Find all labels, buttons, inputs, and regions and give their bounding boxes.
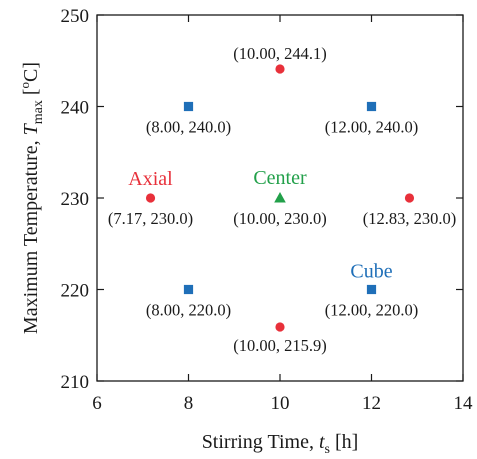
axis-tick-labels: 6 8 10 12 14 210 220 230 240 250	[61, 6, 474, 414]
axial-point-2	[404, 193, 415, 203]
series-label-center: Center	[253, 167, 307, 189]
axial-point-0	[275, 64, 285, 74]
y-axis-title: Maximum Temperature, Tmax [oC]	[17, 62, 46, 334]
series-labels: Axial Center Cube	[128, 167, 392, 283]
y-tick-label-0: 210	[61, 372, 90, 393]
cube-point-2	[183, 284, 194, 295]
cube-point-3-label: (12.00, 220.0)	[325, 301, 419, 320]
data-points	[145, 64, 415, 332]
x-tick-label-2: 10	[271, 393, 290, 414]
y-tick-label-1: 220	[61, 281, 90, 302]
axial-point-2-label: (12.83, 230.0)	[363, 209, 457, 228]
y-tick-label-3: 240	[61, 98, 90, 119]
center-point-0	[274, 192, 286, 203]
cube-point-2-label: (8.00, 220.0)	[146, 301, 231, 320]
x-tick-label-4: 14	[454, 393, 474, 414]
x-tick-label-1: 8	[184, 393, 194, 414]
cube-point-1	[366, 101, 377, 112]
y-tick-label-2: 230	[61, 189, 90, 210]
axial-point-0-label: (10.00, 244.1)	[233, 44, 327, 63]
axis-ticks	[96, 14, 464, 382]
axial-point-1-label: (7.17, 230.0)	[108, 209, 193, 228]
cube-point-3	[366, 284, 377, 295]
cube-point-0	[183, 101, 194, 112]
x-tick-label-3: 12	[362, 393, 381, 414]
series-label-axial: Axial	[128, 168, 173, 190]
axial-point-3-label: (10.00, 215.9)	[233, 336, 327, 355]
cube-point-0-label: (8.00, 240.0)	[146, 118, 231, 137]
axial-point-3	[275, 322, 285, 332]
x-tick-label-0: 6	[92, 393, 102, 414]
y-tick-label-4: 250	[61, 6, 90, 27]
axial-point-1	[145, 193, 156, 203]
point-labels: (10.00, 244.1) (7.17, 230.0) (12.83, 230.0…	[108, 44, 456, 355]
series-label-cube: Cube	[350, 261, 392, 283]
center-point-0-label: (10.00, 230.0)	[233, 209, 327, 228]
x-axis-title: Stirring Time, ts [h]	[202, 431, 359, 457]
cube-point-1-label: (12.00, 240.0)	[325, 118, 419, 137]
